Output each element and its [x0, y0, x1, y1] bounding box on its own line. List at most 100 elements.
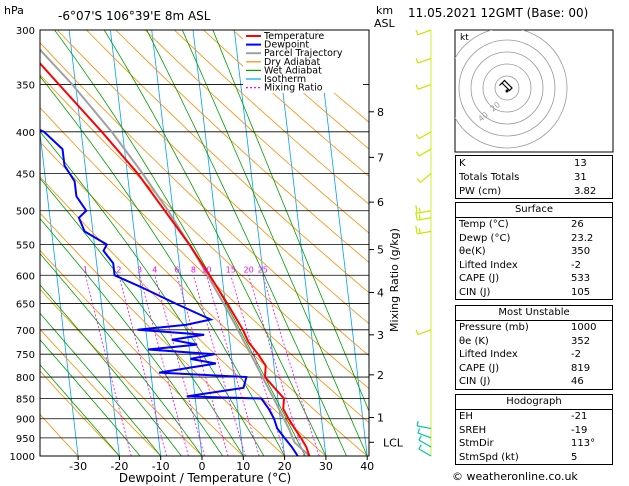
- surface-value: 533: [571, 273, 591, 284]
- temperature-tick-label: -10: [152, 460, 170, 473]
- surface-title: Surface: [456, 203, 612, 218]
- index-value: 3.82: [574, 185, 597, 197]
- legend-label: Temperature: [263, 31, 324, 42]
- indices-table: K 13 Totals Totals 31 PW (cm) 3.82: [455, 155, 613, 199]
- isotherm-line: [275, 30, 327, 456]
- location-label: -6°07'S 106°39'E 8m ASL: [58, 9, 211, 23]
- mixing-ratio-label: 2: [116, 265, 121, 274]
- mixing-ratio-label: 4: [152, 265, 157, 274]
- mixing-ratio-line: [262, 275, 320, 456]
- surface-value: 350: [571, 246, 591, 257]
- surface-row: Dewp (°C) 23.2: [456, 232, 612, 246]
- surface-value: -2: [571, 259, 581, 271]
- isotherm-line: [233, 30, 285, 456]
- wind-barb: [418, 448, 432, 457]
- most-unstable-label: CIN (J): [459, 376, 491, 387]
- hodograph-stat-row: SREH -19: [456, 424, 612, 438]
- wet-adiabat-line: [40, 364, 120, 456]
- height-unit-km: km: [376, 4, 393, 17]
- height-tick-label: 8: [377, 106, 384, 119]
- isotherm-line: [192, 30, 244, 456]
- wind-barb: [417, 230, 432, 235]
- wet-adiabat-line: [54, 30, 306, 456]
- dry-adiabat-line: [40, 141, 368, 456]
- dry-adiabat-line: [40, 107, 369, 424]
- wind-barbs: [415, 29, 432, 457]
- index-label: PW (cm): [459, 185, 502, 197]
- isotherm-line: [40, 129, 79, 456]
- mixing-ratio-label: 6: [174, 265, 179, 274]
- legend-label: Parcel Trajectory: [264, 48, 343, 59]
- surface-row: Lifted Index -2: [456, 259, 612, 273]
- index-label: K: [459, 157, 466, 169]
- copyright-footer: © weatheronline.co.uk: [452, 470, 578, 483]
- hodograph-stat-value: -21: [571, 411, 588, 422]
- height-unit-asl: ASL: [374, 17, 396, 30]
- wind-barb-flag: [415, 212, 418, 221]
- index-row: K 13: [456, 156, 613, 171]
- height-tick-label: 3: [377, 329, 384, 342]
- height-tick-label: 6: [377, 196, 384, 209]
- wind-barb-flag: [418, 214, 421, 220]
- dry-adiabat-line: [144, 30, 369, 234]
- wind-barb: [417, 210, 432, 214]
- surface-value: 105: [571, 286, 591, 298]
- most-unstable-row: θe (K) 352: [456, 335, 612, 349]
- mixing-ratio-line: [193, 275, 246, 456]
- pressure-tick-label: 900: [16, 415, 35, 426]
- mixing-ratio-line: [206, 275, 260, 456]
- pressure-tick-label: 500: [16, 207, 35, 218]
- wind-barb: [417, 217, 432, 221]
- mixing-ratio-line: [230, 275, 286, 456]
- most-unstable-title: Most Unstable: [456, 306, 612, 321]
- hodograph-stat-value: 113°: [571, 438, 596, 449]
- wind-barb: [418, 148, 432, 157]
- legend-background: [243, 31, 363, 93]
- legend-label: Dewpoint: [264, 40, 309, 51]
- surface-label: Lifted Index: [459, 259, 518, 271]
- most-unstable-label: Lifted Index: [459, 349, 518, 360]
- temperature-tick-label: 30: [319, 460, 333, 473]
- surface-value: 26: [571, 219, 584, 230]
- wind-barb-flag: [415, 84, 419, 90]
- isotherm-line: [68, 30, 120, 456]
- most-unstable-label: CAPE (J): [459, 362, 500, 374]
- hodograph-stat-label: StmDir: [459, 438, 494, 449]
- mixing-ratio-labels: 1 2 3 4 6 8 10 15 20 25: [83, 265, 268, 274]
- most-unstable-label: θe (K): [459, 335, 489, 347]
- temperature-tick-label: 0: [199, 460, 206, 473]
- dry-adiabat-line: [86, 30, 369, 294]
- hodograph-ring: [455, 30, 568, 149]
- sounding-profiles: [40, 48, 311, 456]
- wind-barb: [417, 329, 432, 336]
- pressure-tick-label: 450: [16, 169, 35, 180]
- mixing-ratio-line: [139, 275, 189, 456]
- pressure-tick-label: 850: [16, 394, 35, 405]
- wind-barb-flag: [415, 29, 419, 35]
- pressure-tick-label: 1000: [10, 452, 35, 463]
- hodograph-ring: [494, 75, 520, 101]
- height-tick-label: 2: [377, 369, 384, 382]
- mixing-ratio-label: 8: [191, 265, 196, 274]
- legend-label: Mixing Ratio: [264, 83, 323, 94]
- pressure-unit-label: hPa: [4, 4, 24, 17]
- legend-label: Dry Adiabat: [264, 57, 321, 68]
- hodograph-ring: [470, 51, 544, 125]
- hodograph-trace: [499, 79, 513, 92]
- mixing-ratio-label: 25: [258, 265, 268, 274]
- legend-label: Isotherm: [264, 74, 306, 85]
- surface-row: CIN (J) 105: [456, 286, 612, 300]
- hodograph-stat-label: SREH: [459, 424, 487, 436]
- pressure-tick-label: 800: [16, 373, 35, 384]
- wind-barb: [417, 57, 432, 64]
- temperature-tick-label: -30: [69, 460, 87, 473]
- wind-barb: [417, 83, 432, 90]
- hodograph-ring: [482, 63, 532, 113]
- most-unstable-panel: Most Unstable Pressure (mb) 1000 θe (K) 352…: [455, 305, 613, 390]
- most-unstable-value: 352: [571, 335, 591, 347]
- pressure-tick-label: 550: [16, 240, 35, 251]
- wind-barb-flag: [418, 207, 421, 213]
